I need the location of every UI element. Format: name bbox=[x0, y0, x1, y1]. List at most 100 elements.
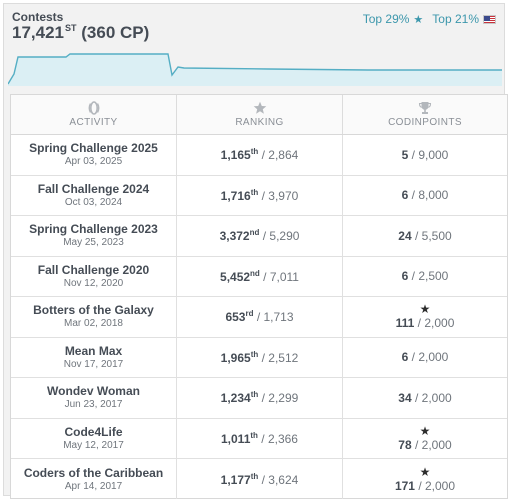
ranking-cell: 1,165th / 2,864 bbox=[177, 135, 343, 175]
rank-position: 1,165 bbox=[220, 148, 251, 163]
ranking-value: 653rd / 1,713 bbox=[225, 309, 294, 325]
rank-suffix: th bbox=[250, 430, 258, 440]
ranking-value: 1,165th / 2,864 bbox=[220, 147, 299, 163]
ranking-cell: 1,177th / 3,624 bbox=[177, 459, 343, 499]
codinpoints-cell: ★ 111 / 2,000 bbox=[343, 297, 507, 337]
sparkline-line bbox=[8, 53, 502, 85]
points-earned: 6 bbox=[401, 350, 409, 365]
trophy-icon bbox=[418, 101, 432, 115]
rank-total: 2,366 bbox=[267, 431, 298, 446]
star-icon bbox=[253, 101, 267, 115]
rank-position: 1,965 bbox=[220, 350, 251, 365]
rank-total: 7,011 bbox=[269, 269, 299, 284]
codinpoints-cell: ★ 5 / 9,000 bbox=[343, 135, 507, 175]
points-earned: 5 bbox=[401, 147, 409, 162]
activity-cell: Spring Challenge 2025 Apr 03, 2025 bbox=[11, 135, 177, 175]
contest-name[interactable]: Fall Challenge 2024 bbox=[37, 181, 150, 196]
points-max: 2,000 bbox=[421, 437, 452, 452]
activity-cell: Mean Max Nov 17, 2017 bbox=[11, 337, 177, 377]
codinpoints-cell: ★ 171 / 2,000 bbox=[343, 459, 507, 499]
codinpoints-value: 6 / 8,000 bbox=[401, 188, 449, 203]
rank-suffix: th bbox=[250, 349, 259, 359]
table-row[interactable]: Coders of the Caribbean Apr 14, 2017 1,1… bbox=[11, 459, 507, 499]
star-icon: ★ bbox=[413, 13, 424, 26]
ranking-cell: 5,452nd / 7,011 bbox=[177, 256, 343, 296]
column-ranking: RANKING bbox=[177, 95, 343, 134]
contest-name[interactable]: Botters of the Galaxy bbox=[33, 303, 154, 318]
points-earned: 111 bbox=[395, 316, 415, 331]
codinpoints-value: 6 / 2,000 bbox=[401, 350, 449, 365]
rank-suffix: th bbox=[250, 147, 259, 157]
points-max: 2,000 bbox=[421, 390, 452, 405]
points-earned: 171 bbox=[394, 478, 415, 493]
table-row[interactable]: Spring Challenge 2025 Apr 03, 2025 1,165… bbox=[11, 135, 507, 176]
contest-date: May 25, 2023 bbox=[63, 237, 124, 249]
contest-date: May 12, 2017 bbox=[63, 439, 124, 451]
codinpoints-cell: ★ 78 / 2,000 bbox=[343, 419, 507, 459]
ranking-value: 3,372nd / 5,290 bbox=[219, 228, 300, 244]
rank-total: 3,624 bbox=[268, 472, 299, 487]
codinpoints-value: 6 / 2,500 bbox=[401, 269, 449, 284]
contests-panel: Contests 17,421ST (360 CP) Top 29% ★ Top… bbox=[3, 3, 508, 499]
codinpoints-cell: ★ 6 / 8,000 bbox=[343, 176, 507, 216]
table-row[interactable]: Botters of the Galaxy Mar 02, 2018 653rd… bbox=[11, 297, 507, 338]
us-flag-icon bbox=[483, 14, 496, 24]
points-earned: 24 bbox=[398, 228, 412, 243]
table-row[interactable]: Wondev Woman Jun 23, 2017 1,234th / 2,29… bbox=[11, 378, 507, 419]
ranking-value: 1,965th / 2,512 bbox=[220, 349, 299, 365]
codinpoints-value: 111 / 2,000 bbox=[395, 316, 455, 331]
rank-suffix: th bbox=[250, 390, 259, 400]
ranking-value: 1,011th / 2,366 bbox=[221, 430, 298, 446]
rank-suffix: th bbox=[250, 471, 259, 481]
contest-name[interactable]: Fall Challenge 2020 bbox=[37, 262, 150, 277]
rank-position: 1,177 bbox=[220, 472, 251, 487]
rank-suffix: rd bbox=[245, 309, 254, 319]
points-max: 2,000 bbox=[424, 316, 455, 331]
points-max: 9,000 bbox=[418, 147, 449, 162]
codinpoints-value: 171 / 2,000 bbox=[394, 478, 456, 493]
contest-date: Jun 23, 2017 bbox=[64, 399, 123, 411]
table-row[interactable]: Mean Max Nov 17, 2017 1,965th / 2,512 ★ … bbox=[11, 337, 507, 378]
codinpoints-cell: ★ 6 / 2,000 bbox=[343, 338, 507, 378]
points-earned: 6 bbox=[401, 188, 409, 203]
global-top-label: Top 29% bbox=[362, 12, 410, 26]
codinpoints-total: (360 CP) bbox=[81, 23, 150, 42]
codinpoints-value: 24 / 5,500 bbox=[398, 228, 452, 243]
codinpoints-cell: ★ 24 / 5,500 bbox=[343, 216, 507, 256]
contest-name[interactable]: Coders of the Caribbean bbox=[23, 465, 164, 480]
table-row[interactable]: Code4Life May 12, 2017 1,011th / 2,366 ★… bbox=[11, 418, 507, 459]
rank-history-sparkline bbox=[8, 53, 502, 86]
contest-name[interactable]: Mean Max bbox=[64, 343, 123, 358]
contest-name[interactable]: Spring Challenge 2023 bbox=[29, 222, 158, 237]
points-max: 2,000 bbox=[418, 350, 449, 365]
points-max: 5,500 bbox=[421, 228, 452, 243]
contest-name[interactable]: Spring Challenge 2025 bbox=[29, 141, 158, 156]
rank-suffix: nd bbox=[249, 228, 260, 238]
ranking-cell: 1,716th / 3,970 bbox=[177, 175, 343, 215]
rank-position: 3,372 bbox=[219, 229, 250, 244]
rank-position: 1,234 bbox=[220, 391, 251, 406]
contest-name[interactable]: Wondev Woman bbox=[47, 384, 140, 399]
column-codinpoints: CODINPOINTS bbox=[343, 95, 507, 134]
activity-cell: Botters of the Galaxy Mar 02, 2018 bbox=[11, 297, 177, 337]
table-row[interactable]: Spring Challenge 2023 May 25, 2023 3,372… bbox=[11, 216, 507, 257]
codinpoints-value: 78 / 2,000 bbox=[398, 437, 452, 452]
points-max: 8,000 bbox=[418, 188, 449, 203]
rank-suffix: ST bbox=[65, 23, 77, 33]
contest-name[interactable]: Code4Life bbox=[64, 424, 123, 439]
activity-cell: Wondev Woman Jun 23, 2017 bbox=[11, 378, 177, 418]
column-codinpoints-label: CODINPOINTS bbox=[388, 117, 462, 128]
star-icon: ★ bbox=[419, 423, 431, 438]
table-row[interactable]: Fall Challenge 2024 Oct 03, 2024 1,716th… bbox=[11, 175, 507, 216]
ranking-cell: 1,965th / 2,512 bbox=[177, 337, 343, 377]
codinpoints-value: 5 / 9,000 bbox=[401, 147, 449, 162]
table-row[interactable]: Fall Challenge 2020 Nov 12, 2020 5,452nd… bbox=[11, 256, 507, 297]
points-earned: 6 bbox=[401, 269, 409, 284]
contest-date: Mar 02, 2018 bbox=[64, 318, 123, 330]
ranking-cell: 653rd / 1,713 bbox=[177, 297, 343, 337]
rank-position: 653 bbox=[225, 310, 246, 325]
rank-position: 5,452 bbox=[220, 269, 251, 284]
global-top-percent[interactable]: Top 29% ★ bbox=[363, 12, 424, 26]
activity-cell: Fall Challenge 2020 Nov 12, 2020 bbox=[11, 256, 177, 296]
country-top-percent[interactable]: Top 21% bbox=[432, 12, 496, 26]
